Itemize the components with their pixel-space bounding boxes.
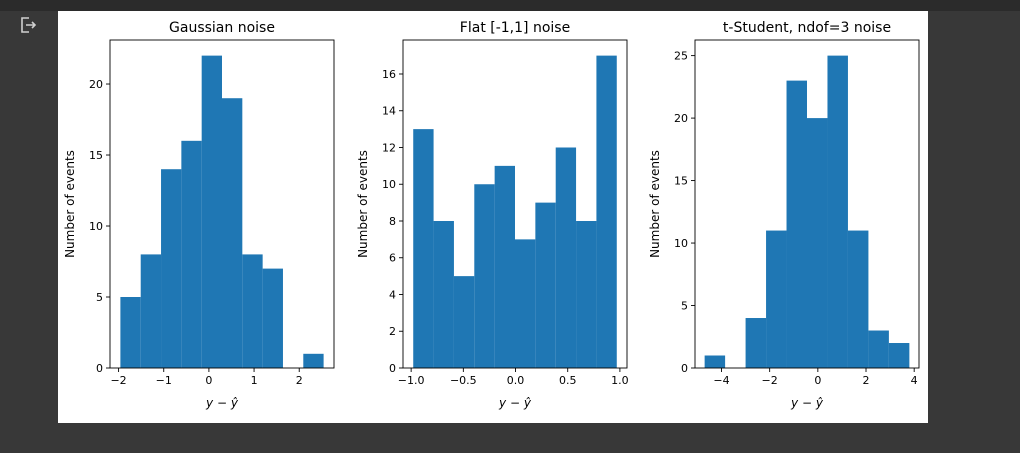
y-axis-label: Number of events bbox=[356, 150, 370, 258]
y-tick-label: 15 bbox=[89, 149, 103, 162]
histogram-bar bbox=[181, 140, 202, 368]
histogram-bar bbox=[596, 55, 617, 368]
output-redirect-icon[interactable] bbox=[18, 14, 40, 36]
y-tick-label: 15 bbox=[674, 175, 688, 188]
y-tick-label: 20 bbox=[89, 78, 103, 91]
x-tick-label: 0.5 bbox=[559, 374, 577, 387]
x-tick-label: 1 bbox=[251, 374, 258, 387]
x-tick-label: 0 bbox=[814, 374, 821, 387]
y-tick-label: 4 bbox=[389, 288, 396, 301]
axes-frame bbox=[109, 39, 335, 369]
y-tick-label: 5 bbox=[96, 291, 103, 304]
histogram-bar bbox=[120, 297, 141, 368]
y-tick-label: 12 bbox=[382, 141, 396, 154]
y-tick-label: 10 bbox=[674, 237, 688, 250]
histogram-bar bbox=[242, 254, 263, 368]
x-tick-label: −2 bbox=[762, 374, 778, 387]
y-tick-label: 6 bbox=[389, 252, 396, 265]
histogram-bar bbox=[847, 230, 869, 368]
chart-title: Gaussian noise bbox=[169, 20, 275, 36]
histogram-bar bbox=[888, 343, 910, 368]
x-tick-label: 2 bbox=[863, 374, 870, 387]
y-tick-label: 2 bbox=[389, 325, 396, 338]
histogram-bar bbox=[453, 276, 475, 368]
axes-frame bbox=[402, 39, 628, 369]
panel-3: −4 −2 0 2 4 0 5 10 15 20 25 t-Student, ndof=3 noise… bbox=[648, 20, 920, 410]
histogram-bar bbox=[786, 80, 807, 368]
x-tick-label: −2 bbox=[110, 374, 126, 387]
x-tick-label: 4 bbox=[911, 374, 918, 387]
y-tick-label: 14 bbox=[382, 105, 396, 118]
y-tick-label: 25 bbox=[674, 50, 688, 63]
histogram-bar bbox=[576, 220, 597, 368]
y-tick-label: 0 bbox=[389, 362, 396, 375]
x-tick-label: 0.0 bbox=[507, 374, 525, 387]
histogram-bar bbox=[303, 353, 324, 368]
histogram-bar bbox=[413, 129, 434, 368]
x-axis-label: y − ŷ bbox=[498, 396, 532, 410]
histogram-bar bbox=[704, 355, 726, 368]
x-tick-label: −1.0 bbox=[398, 374, 425, 387]
chart-title: t-Student, ndof=3 noise bbox=[723, 20, 891, 36]
chart-title: Flat [-1,1] noise bbox=[460, 20, 570, 36]
histogram-bar bbox=[262, 268, 283, 368]
panel-2: −1.0 −0.5 0.0 0.5 1.0 0 2 4 6 8 10 12 14 16 Flat [-1,1… bbox=[356, 20, 629, 410]
cell-top-strip bbox=[0, 0, 1020, 11]
x-axis-label: y − ŷ bbox=[790, 396, 824, 410]
x-tick-label: 0 bbox=[205, 374, 212, 387]
x-axis-label: y − ŷ bbox=[205, 396, 239, 410]
x-tick-label: 2 bbox=[296, 374, 303, 387]
y-tick-label: 10 bbox=[382, 178, 396, 191]
y-tick-label: 5 bbox=[681, 300, 688, 313]
histogram-bar bbox=[868, 330, 889, 368]
histogram-bar bbox=[433, 220, 454, 368]
y-tick-label: 8 bbox=[389, 215, 396, 228]
histogram-bar bbox=[827, 55, 848, 368]
y-tick-label: 0 bbox=[96, 362, 103, 375]
histogram-bar bbox=[766, 230, 787, 368]
histogram-bar bbox=[555, 147, 577, 368]
figure: −2 −1 0 1 2 0 5 10 15 20 Gaussian noise y − ŷ Number… bbox=[58, 11, 928, 423]
x-tick-label: −0.5 bbox=[450, 374, 477, 387]
histogram-bar bbox=[515, 239, 536, 368]
histogram-bar bbox=[535, 202, 556, 368]
y-axis-label: Number of events bbox=[63, 150, 77, 258]
histogram-bar bbox=[222, 98, 243, 368]
histogram-bar bbox=[494, 165, 515, 368]
histogram-bar bbox=[140, 254, 162, 368]
histogram-bar bbox=[474, 184, 495, 368]
x-tick-label: −4 bbox=[713, 374, 729, 387]
histogram-bar bbox=[807, 118, 828, 368]
axes-frame bbox=[694, 39, 920, 369]
y-axis-label: Number of events bbox=[648, 150, 662, 258]
y-tick-label: 16 bbox=[382, 68, 396, 81]
histogram-bar bbox=[201, 55, 222, 368]
x-tick-label: 1.0 bbox=[611, 374, 629, 387]
y-tick-label: 0 bbox=[681, 362, 688, 375]
histogram-bar bbox=[161, 169, 182, 368]
y-tick-label: 20 bbox=[674, 112, 688, 125]
x-tick-label: −1 bbox=[156, 374, 172, 387]
y-tick-label: 10 bbox=[89, 220, 103, 233]
histogram-bar bbox=[745, 318, 767, 368]
